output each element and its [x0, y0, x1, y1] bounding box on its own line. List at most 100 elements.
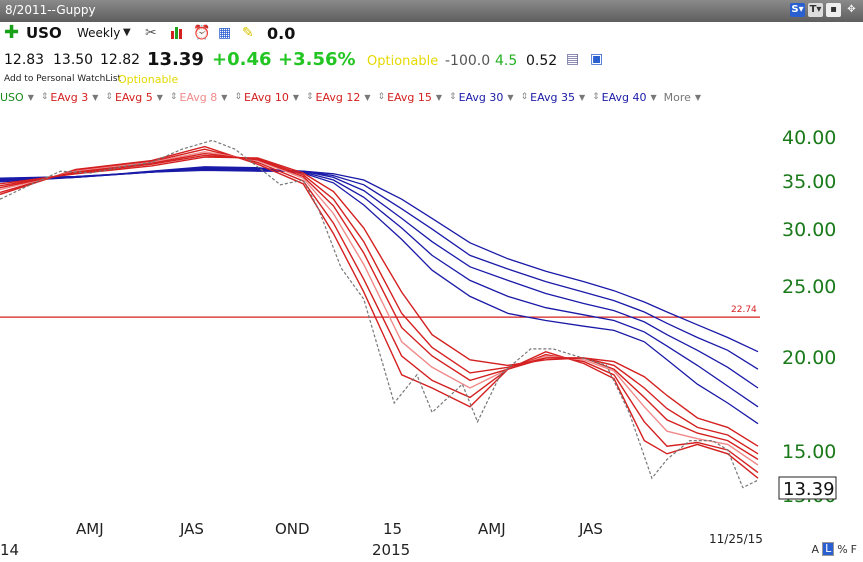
window-title: 8/2011--Guppy — [5, 3, 96, 17]
metric-2: 4.5 — [495, 53, 518, 69]
chevron-down-icon[interactable]: ▼ — [578, 92, 586, 102]
legend-item[interactable]: ⇕ EAvg 40 ▼ — [592, 89, 657, 105]
x-tick-label: JAS — [179, 520, 204, 538]
x-tick-label: 15 — [383, 520, 402, 538]
legend-label: USO — [0, 90, 24, 104]
s-button-icon[interactable]: S▾ — [790, 3, 805, 17]
change-value: +0.46 — [212, 49, 272, 70]
t-button-icon[interactable]: T▾ — [808, 3, 823, 17]
chevron-down-icon[interactable]: ▼ — [292, 92, 299, 102]
save-icon[interactable]: ▪ — [826, 3, 841, 17]
legend-handle-icon[interactable]: ⇕ — [105, 92, 113, 102]
symbol[interactable]: USO — [26, 24, 62, 42]
last-price-box — [778, 476, 837, 500]
chevron-down-icon[interactable]: ▼ — [221, 92, 228, 102]
legend-handle-icon[interactable]: ⇕ — [520, 92, 529, 102]
note-icon[interactable]: ✎ — [242, 25, 254, 41]
legend-item[interactable]: ⇕ EAvg 3 ▼ — [41, 89, 99, 105]
metric-1: -100.0 — [445, 53, 491, 69]
optionable-label: Optionable — [367, 54, 439, 69]
legend-item[interactable]: More ▼ — [664, 89, 701, 105]
x-tick-label: AMJ — [76, 520, 104, 538]
y-tick-label: 15.00 — [782, 441, 836, 463]
legend-item[interactable]: ⇕ EAvg 35 ▼ — [521, 89, 586, 105]
legend-item[interactable]: ⇕ EAvg 8 ▼ — [170, 89, 228, 105]
chevron-down-icon[interactable]: ▼ — [507, 92, 514, 102]
y-tick-label: 20.00 — [782, 347, 836, 369]
window-titlebar: 8/2011--Guppy S▾ T▾ ▪ ✥ — [0, 0, 863, 22]
tools-icon[interactable]: ✂ — [145, 25, 157, 41]
metric-3: 0.52 — [526, 53, 558, 69]
ema-line — [0, 154, 759, 455]
add-icon[interactable]: ✚ — [4, 22, 20, 43]
legend-item[interactable]: ⇕ EAvg 15 ▼ — [378, 89, 443, 105]
legend-handle-icon[interactable]: ⇕ — [305, 92, 314, 102]
legend-label: EAvg 30 — [458, 90, 504, 104]
legend-handle-icon[interactable]: ⇕ — [449, 92, 457, 102]
footer-l[interactable]: L — [822, 542, 835, 556]
x-tick-label: 2015 — [372, 541, 410, 559]
footer-a[interactable]: A — [811, 542, 820, 556]
ema-line — [0, 167, 759, 408]
x-tick-label: JAS — [578, 520, 603, 538]
y-tick-label: 30.00 — [782, 219, 836, 241]
legend-label: EAvg 5 — [114, 90, 153, 104]
watchlist-row: Add to Personal WatchList Optionable — [0, 72, 863, 88]
legend-item[interactable]: USO ▼ — [0, 89, 34, 105]
move-icon[interactable]: ✥ — [847, 4, 856, 15]
chevron-down-icon[interactable]: ▼ — [156, 92, 163, 102]
ema-line — [0, 156, 759, 447]
legend-label: EAvg 12 — [315, 90, 361, 104]
footer-f[interactable]: F — [850, 542, 857, 556]
chevron-down-icon[interactable]: ▼ — [435, 92, 443, 102]
legend-label: More — [663, 90, 691, 104]
symbol-row: ✚ USO Weekly ▼ ✂ ⏰ ▦ ✎ 0.0 — [0, 22, 863, 44]
legend-handle-icon[interactable]: ⇕ — [169, 92, 178, 102]
legend-handle-icon[interactable]: ⇕ — [40, 92, 49, 102]
legend-label: EAvg 8 — [179, 90, 218, 104]
legend-handle-icon[interactable]: ⇕ — [377, 92, 386, 102]
legend-item[interactable]: ⇕ EAvg 10 ▼ — [234, 89, 299, 105]
legend-label: EAvg 10 — [244, 90, 289, 104]
footer-pct[interactable]: % — [837, 542, 848, 556]
ema-line — [0, 145, 759, 479]
period-select[interactable]: Weekly — [77, 26, 121, 40]
legend-item[interactable]: ⇕ EAvg 12 ▼ — [306, 89, 371, 105]
add-watchlist-link[interactable]: Add to Personal WatchList — [4, 74, 122, 84]
chevron-down-icon[interactable]: ▼ — [650, 92, 657, 102]
legend-label: EAvg 3 — [50, 90, 89, 104]
ema-line — [0, 148, 759, 474]
ema-line — [0, 168, 759, 370]
chevron-down-icon[interactable]: ▼ — [27, 92, 34, 102]
stack-icon[interactable]: ▤ — [566, 51, 580, 67]
chevron-down-icon[interactable]: ▼ — [364, 92, 371, 102]
ema-line — [0, 152, 759, 460]
price-line — [0, 139, 759, 489]
alarm-clock-icon[interactable]: ⏰ — [193, 25, 211, 41]
ema-line — [0, 167, 759, 389]
last-price-label: 13.39 — [783, 479, 835, 500]
hline-label: 22.74 — [731, 305, 757, 315]
legend-label: EAvg 15 — [387, 90, 432, 104]
y-tick-label: 35.00 — [782, 171, 836, 193]
chevron-down-icon[interactable]: ▼ — [92, 92, 99, 102]
optionable-label-2: Optionable — [118, 73, 179, 86]
quote-row: 12.83 13.50 12.82 13.39 +0.46 +3.56% Opt… — [0, 46, 863, 72]
open-value: 12.83 — [4, 52, 45, 68]
x-tick-label: OND — [275, 520, 310, 538]
grid-icon[interactable]: ▦ — [218, 25, 232, 41]
chevron-down-icon[interactable]: ▼ — [694, 92, 702, 102]
legend-item[interactable]: ⇕ EAvg 30 ▼ — [449, 89, 514, 105]
legend-handle-icon[interactable]: ⇕ — [592, 92, 600, 102]
chevron-down-icon[interactable]: ▼ — [123, 27, 131, 38]
ema-line — [0, 166, 759, 425]
y-tick-label: 40.00 — [782, 127, 836, 149]
legend-handle-icon[interactable]: ⇕ — [234, 92, 242, 102]
y-tick-label: 25.00 — [782, 276, 836, 298]
legend-label: EAvg 40 — [601, 90, 647, 104]
titlebar-icons: S▾ T▾ ▪ ✥ — [790, 3, 859, 17]
save-disk-icon[interactable]: ▣ — [590, 51, 604, 67]
bar-chart-icon[interactable] — [170, 25, 184, 43]
legend-item[interactable]: ⇕ EAvg 5 ▼ — [105, 89, 163, 105]
indicator-value: 0.0 — [267, 24, 296, 43]
